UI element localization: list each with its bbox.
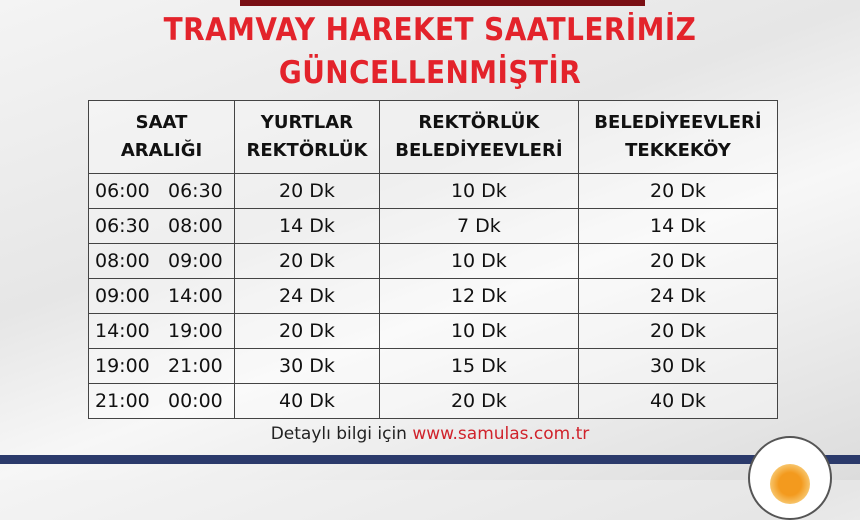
header-rektorluk-belediyeevleri: REKTÖRLÜK BELEDİYEEVLERİ bbox=[378, 100, 579, 174]
end-time: 14:00 bbox=[168, 278, 235, 314]
start-time: 21:00 bbox=[88, 383, 168, 419]
rektorluk-belediyeevleri-interval: 12 Dk bbox=[378, 278, 579, 314]
yurtlar-rektorluk-interval: 30 Dk bbox=[234, 348, 380, 384]
end-time: 19:00 bbox=[168, 313, 235, 349]
rektorluk-belediyeevleri-interval: 10 Dk bbox=[378, 243, 579, 279]
sun-emblem-icon bbox=[770, 464, 810, 504]
page-title-line1: TRAMVAY HAREKET SAATLERİMİZ bbox=[163, 12, 697, 48]
rektorluk-belediyeevleri-interval: 15 Dk bbox=[378, 348, 579, 384]
start-time: 19:00 bbox=[88, 348, 168, 384]
yurtlar-rektorluk-interval: 40 Dk bbox=[234, 383, 380, 419]
belediyeevleri-tekkekoy-interval: 20 Dk bbox=[577, 173, 779, 209]
rektorluk-belediyeevleri-interval: 7 Dk bbox=[378, 208, 579, 244]
start-time: 06:00 bbox=[88, 173, 168, 209]
end-time: 21:00 bbox=[168, 348, 235, 384]
page-title-line2: GÜNCELLENMİŞTİR bbox=[278, 55, 582, 91]
belediyeevleri-tekkekoy-interval: 20 Dk bbox=[577, 243, 779, 279]
table-row: 19:00 21:00 30 Dk 15 Dk 30 Dk bbox=[88, 348, 779, 384]
start-time: 09:00 bbox=[88, 278, 168, 314]
table-row: 14:00 19:00 20 Dk 10 Dk 20 Dk bbox=[88, 313, 779, 349]
end-time: 09:00 bbox=[168, 243, 235, 279]
blue-band bbox=[0, 455, 860, 464]
rektorluk-belediyeevleri-interval: 10 Dk bbox=[378, 313, 579, 349]
yurtlar-rektorluk-interval: 20 Dk bbox=[234, 313, 380, 349]
belediyeevleri-tekkekoy-interval: 24 Dk bbox=[577, 278, 779, 314]
table-row: 06:30 08:00 14 Dk 7 Dk 14 Dk bbox=[88, 208, 779, 244]
table-row: 09:00 14:00 24 Dk 12 Dk 24 Dk bbox=[88, 278, 779, 314]
table-row: 08:00 09:00 20 Dk 10 Dk 20 Dk bbox=[88, 243, 779, 279]
footer-text: Detaylı bilgi için bbox=[270, 424, 413, 444]
rektorluk-belediyeevleri-interval: 10 Dk bbox=[378, 173, 579, 209]
end-time: 08:00 bbox=[168, 208, 235, 244]
website-link[interactable]: www.samulas.com.tr bbox=[412, 424, 590, 444]
rektorluk-belediyeevleri-interval: 20 Dk bbox=[378, 383, 579, 419]
yurtlar-rektorluk-interval: 14 Dk bbox=[234, 208, 380, 244]
start-time: 06:30 bbox=[88, 208, 168, 244]
end-time: 00:00 bbox=[168, 383, 235, 419]
table-row: 06:00 06:30 20 Dk 10 Dk 20 Dk bbox=[88, 173, 779, 209]
yurtlar-rektorluk-interval: 24 Dk bbox=[234, 278, 380, 314]
schedule-table: SAAT ARALIĞI YURTLAR REKTÖRLÜK REKTÖRLÜK BE… bbox=[88, 100, 779, 419]
yurtlar-rektorluk-interval: 20 Dk bbox=[234, 173, 380, 209]
header-yurtlar-rektorluk: YURTLAR REKTÖRLÜK bbox=[234, 100, 380, 174]
top-banner-bar bbox=[240, 0, 645, 6]
header-time-range: SAAT ARALIĞI bbox=[88, 100, 235, 174]
table-row: 21:00 00:00 40 Dk 20 Dk 40 Dk bbox=[88, 383, 779, 419]
start-time: 08:00 bbox=[88, 243, 168, 279]
start-time: 14:00 bbox=[88, 313, 168, 349]
header-row: SAAT ARALIĞI YURTLAR REKTÖRLÜK REKTÖRLÜK BE… bbox=[88, 100, 779, 174]
belediyeevleri-tekkekoy-interval: 20 Dk bbox=[577, 313, 779, 349]
footer-info: Detaylı bilgi için www.samulas.com.tr bbox=[0, 424, 860, 444]
end-time: 06:30 bbox=[168, 173, 235, 209]
municipality-logo bbox=[748, 436, 832, 520]
belediyeevleri-tekkekoy-interval: 40 Dk bbox=[577, 383, 779, 419]
belediyeevleri-tekkekoy-interval: 30 Dk bbox=[577, 348, 779, 384]
belediyeevleri-tekkekoy-interval: 14 Dk bbox=[577, 208, 779, 244]
header-belediyeevleri-tekkekoy: BELEDİYEEVLERİ TEKKEKÖY bbox=[577, 100, 779, 174]
yurtlar-rektorluk-interval: 20 Dk bbox=[234, 243, 380, 279]
